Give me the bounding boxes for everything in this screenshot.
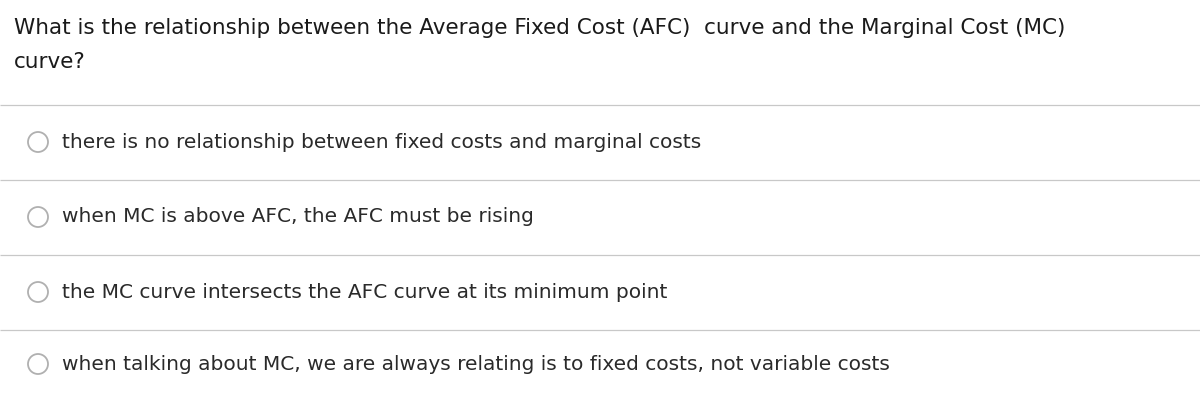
Text: when MC is above AFC, the AFC must be rising: when MC is above AFC, the AFC must be ri… — [62, 207, 534, 227]
Text: the MC curve intersects the AFC curve at its minimum point: the MC curve intersects the AFC curve at… — [62, 282, 667, 302]
Text: curve?: curve? — [14, 52, 85, 72]
Text: there is no relationship between fixed costs and marginal costs: there is no relationship between fixed c… — [62, 132, 701, 152]
Ellipse shape — [28, 282, 48, 302]
Ellipse shape — [28, 207, 48, 227]
Ellipse shape — [28, 354, 48, 374]
Ellipse shape — [28, 132, 48, 152]
Text: when talking about MC, we are always relating is to fixed costs, not variable co: when talking about MC, we are always rel… — [62, 354, 890, 373]
Text: What is the relationship between the Average Fixed Cost (AFC)  curve and the Mar: What is the relationship between the Ave… — [14, 18, 1066, 38]
